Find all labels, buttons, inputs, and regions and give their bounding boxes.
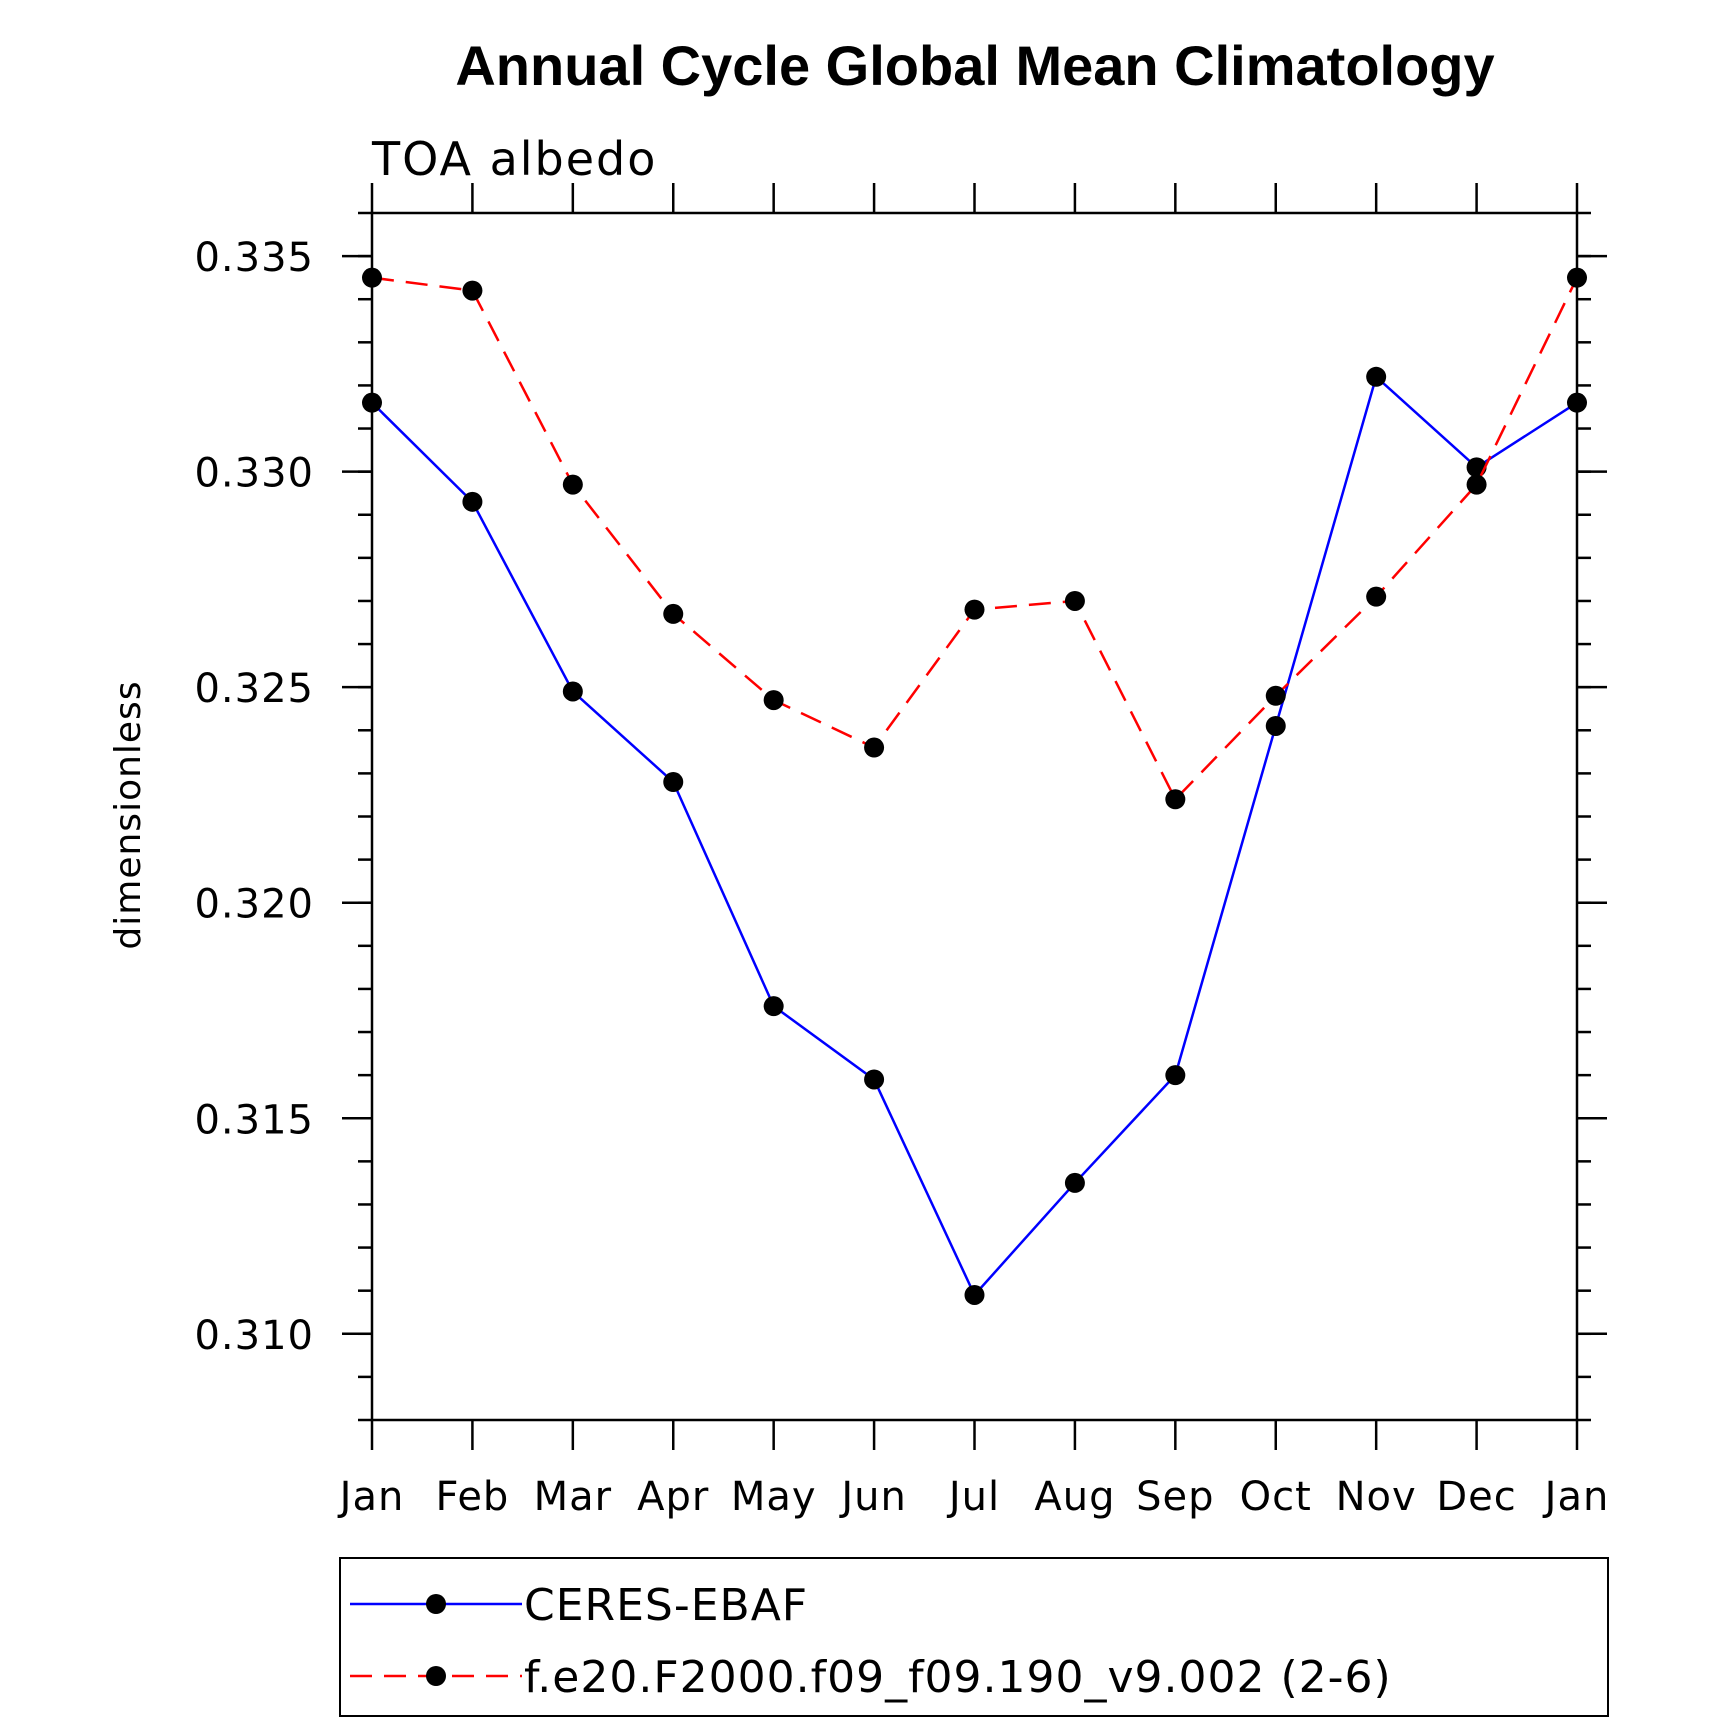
legend-marker (426, 1594, 446, 1614)
y-tick-label: 0.325 (194, 666, 314, 712)
data-point (562, 681, 583, 702)
data-point (462, 491, 483, 512)
chart-subtitle: TOA albedo (371, 132, 657, 186)
x-tick-label: Oct (1240, 1474, 1312, 1520)
x-tick-label: Feb (436, 1474, 510, 1520)
data-point (1366, 366, 1387, 387)
data-point (763, 996, 784, 1017)
y-tick-label: 0.330 (194, 451, 314, 497)
series-layer (362, 267, 1587, 1305)
x-tick-label: Aug (1034, 1474, 1115, 1520)
series-line-1 (371, 374, 1578, 1298)
legend-label: f.e20.F2000.f09_f09.190_v9.002 (2-6) (524, 1652, 1392, 1703)
y-tick-label: 0.320 (194, 882, 314, 928)
y-tick-labels: 0.310 0.315 0.320 0.325 0.330 0.335 (194, 235, 314, 1359)
data-point (362, 392, 382, 413)
x-tick-label: Jun (838, 1474, 907, 1520)
data-point (864, 1069, 885, 1090)
data-point (1165, 1065, 1186, 1086)
x-tick-label: Mar (534, 1474, 612, 1520)
y-tick-label: 0.310 (194, 1313, 314, 1359)
data-point (763, 690, 784, 711)
data-point (562, 474, 583, 495)
x-tick-label: Nov (1336, 1474, 1417, 1520)
legend-box (339, 1557, 1609, 1717)
data-point (1165, 789, 1186, 810)
data-point (362, 267, 382, 288)
data-point (1265, 715, 1286, 736)
data-point (1366, 586, 1387, 607)
data-point (663, 603, 684, 624)
legend-label: CERES-EBAF (524, 1580, 808, 1631)
x-tick-label: Jan (337, 1474, 405, 1520)
data-point (663, 772, 684, 793)
x-tick-label: Sep (1136, 1474, 1214, 1520)
data-point (964, 1284, 985, 1305)
data-point (1265, 685, 1286, 706)
axis-ticks (342, 183, 1607, 1450)
x-tick-label: Jan (1542, 1474, 1610, 1520)
x-tick-labels: Jan Feb Mar Apr May Jun Jul Aug Sep Oct Nov Dec Jan (337, 1474, 1610, 1520)
x-tick-label: Jul (946, 1474, 1000, 1520)
legend: CERES-EBAF f.e20.F2000.f09_f09.190_v9.002… (350, 1580, 1392, 1703)
data-point (1466, 474, 1487, 495)
data-point (964, 599, 985, 620)
chart-title: Annual Cycle Global Mean Climatology (455, 34, 1494, 97)
data-point (462, 280, 483, 301)
y-tick-label: 0.315 (194, 1097, 314, 1143)
x-tick-label: May (731, 1474, 817, 1520)
data-point (1064, 1172, 1085, 1193)
series-line-2 (371, 276, 1579, 802)
x-tick-label: Dec (1436, 1474, 1516, 1520)
data-point (1064, 590, 1085, 611)
data-point (1567, 267, 1587, 288)
y-tick-label: 0.335 (194, 235, 314, 281)
legend-marker (426, 1666, 446, 1686)
x-tick-label: Apr (637, 1474, 709, 1520)
data-point (1567, 392, 1587, 413)
y-axis-label: dimensionless (108, 680, 149, 949)
data-point (864, 737, 885, 758)
